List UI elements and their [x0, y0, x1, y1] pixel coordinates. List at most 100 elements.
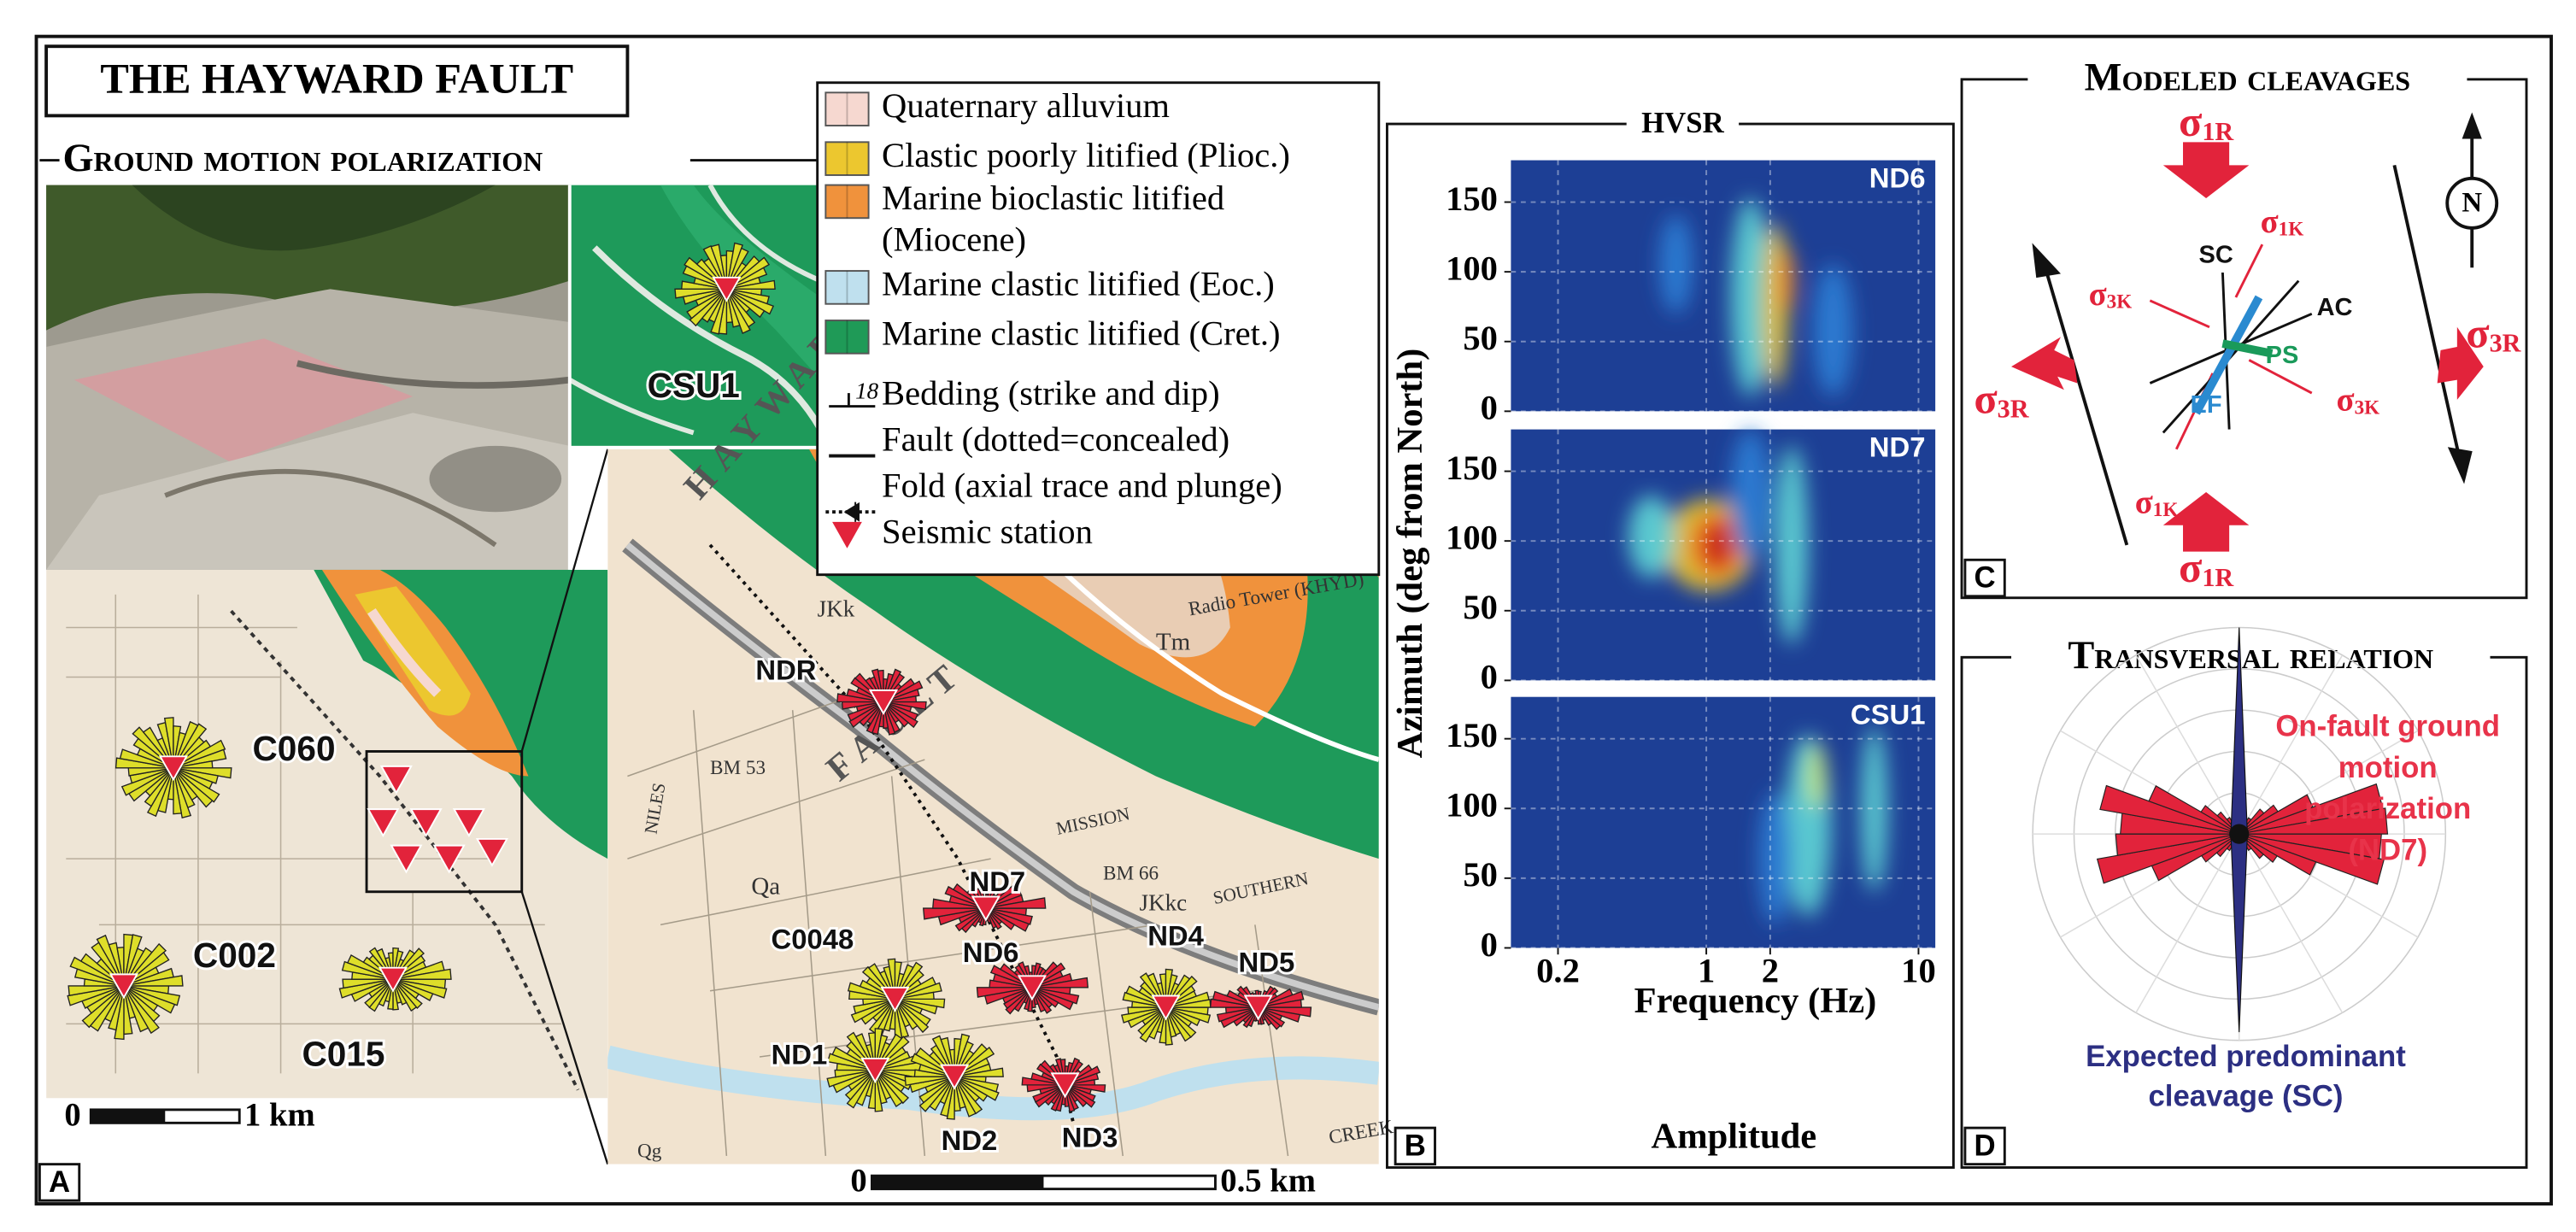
stress-label: σ3K: [2089, 277, 2133, 314]
heatmap: [1628, 429, 1809, 644]
panel-box: [1960, 78, 2528, 600]
plot-station-label: CSU1: [1851, 699, 1926, 730]
panel-label: D: [1975, 1130, 1996, 1163]
rose-label: motion: [2338, 752, 2438, 784]
station-label: ND4: [1147, 920, 1204, 952]
y-tick-label: 150: [1446, 449, 1498, 487]
station-marker: [452, 808, 485, 838]
panel-a: Ground motion polarization: [38, 81, 1395, 1202]
y-tick-label: 50: [1463, 855, 1498, 894]
title-mask: [2027, 59, 2467, 100]
rose-label: polarization: [2304, 793, 2471, 825]
map-left: [46, 569, 608, 1099]
panel-label: A: [49, 1166, 70, 1199]
rose-petal: [895, 991, 935, 1000]
rose: [1209, 985, 1312, 1030]
title-mask: [2011, 637, 2491, 678]
stress-label: σ1K: [2261, 204, 2304, 241]
rose-petal: [2239, 807, 2389, 835]
legend-label: Seismic station: [882, 513, 1093, 551]
rose: [904, 1033, 1004, 1120]
stress-subscript: 3R: [2490, 328, 2522, 357]
station-label: ND5: [1239, 946, 1295, 977]
station-marker: [390, 844, 423, 874]
y-tick-label: 0: [1481, 658, 1498, 696]
station-marker: [432, 844, 466, 874]
panel-label-box: [1963, 558, 2006, 598]
rose-petal: [2148, 785, 2240, 835]
station-marker: [475, 837, 508, 867]
scale-label: 0: [850, 1164, 866, 1200]
legend-swatch: [824, 141, 870, 176]
station-marker: [860, 1057, 890, 1083]
heatmap: [1659, 198, 1853, 396]
scale-label: 1 km: [244, 1097, 315, 1133]
station-label: C002: [193, 936, 276, 975]
stress-symbol: σ: [2179, 543, 2203, 590]
heatmap-blob: [1861, 726, 1888, 892]
stress-label: σ1K: [2135, 484, 2179, 521]
map-label: JKkc: [1140, 889, 1188, 915]
legend-label: Fault (dotted=concealed): [882, 419, 1229, 458]
y-tick-label: 100: [1446, 518, 1498, 556]
cleavage-label: SC: [2199, 241, 2233, 268]
rose-label: cleavage (SC): [2148, 1081, 2343, 1113]
title-box: [44, 44, 630, 118]
heatmap-blob: [1704, 521, 1731, 568]
station-marker: [378, 966, 408, 993]
polar-spoke: [2239, 833, 2344, 1013]
y-tick-label: 50: [1463, 588, 1498, 626]
panel-label-box: [38, 1163, 81, 1202]
rose: [1021, 1057, 1106, 1113]
inset-box: [365, 750, 524, 894]
fault-arrows: [2032, 164, 2473, 546]
legend-label: Marine bioclastic litified: [882, 179, 1224, 217]
station-marker: [379, 765, 413, 795]
stress-symbol: σ: [2337, 383, 2355, 419]
cleavage-ef: [2192, 295, 2263, 415]
rose-petal: [173, 760, 214, 769]
y-tick-label: 50: [1463, 319, 1498, 357]
station-marker: [868, 689, 899, 715]
panel-label-box: [1963, 1126, 2006, 1166]
heatmap-blob: [1758, 792, 1792, 925]
rose-petal: [726, 279, 776, 290]
roses: CSU1 C060 C002 C015 NDR ND7 C0048 ND6 ND4 ND5 ND1 N…: [67, 242, 1312, 1159]
polar-spoke: [2135, 833, 2240, 1013]
stress-subscript: 1K: [2279, 219, 2304, 241]
cleavage-label: EF: [2191, 391, 2222, 419]
rose: [674, 242, 776, 335]
rose: [67, 933, 184, 1041]
panel-label: C: [1975, 562, 1996, 595]
rose: [826, 1028, 924, 1112]
stress-label: σ3R: [1974, 374, 2029, 423]
heatmap-blob: [1806, 742, 1827, 810]
map-label: BM 53: [710, 757, 766, 779]
legend: Quaternary alluvium Clastic poorly litifi…: [824, 86, 1290, 551]
station-marker: [971, 895, 1000, 922]
heatmap-blob: [1730, 198, 1770, 396]
figure-title: THE HAYWARD FAULT: [100, 54, 573, 102]
map-label: BM 66: [1103, 863, 1159, 885]
legend-swatch: [824, 320, 870, 355]
station-label: C0048: [771, 923, 854, 954]
panel-title: Transversal relation: [2068, 634, 2433, 678]
station-label: ND2: [942, 1124, 998, 1156]
station-marker: [1243, 994, 1273, 1021]
station-marker: [367, 808, 400, 838]
station-marker: [1017, 975, 1047, 1001]
rose: [922, 883, 1047, 934]
panel-label: B: [1405, 1130, 1426, 1163]
rose: [1121, 968, 1212, 1046]
legend-symbol: [832, 521, 862, 549]
station-marker: [1050, 1072, 1080, 1099]
legend-label: Fold (axial trace and plunge): [882, 466, 1282, 504]
stress-subscript: 3K: [2355, 397, 2380, 419]
colorbar-label: Amplitude: [1652, 1116, 1817, 1156]
station-marker: [109, 973, 139, 1000]
station-label: C015: [302, 1035, 384, 1074]
polar-spoke: [2135, 654, 2240, 835]
north-arrow: N: [2445, 112, 2499, 268]
map-label: Qg: [637, 1140, 662, 1162]
rose: [976, 961, 1089, 1015]
